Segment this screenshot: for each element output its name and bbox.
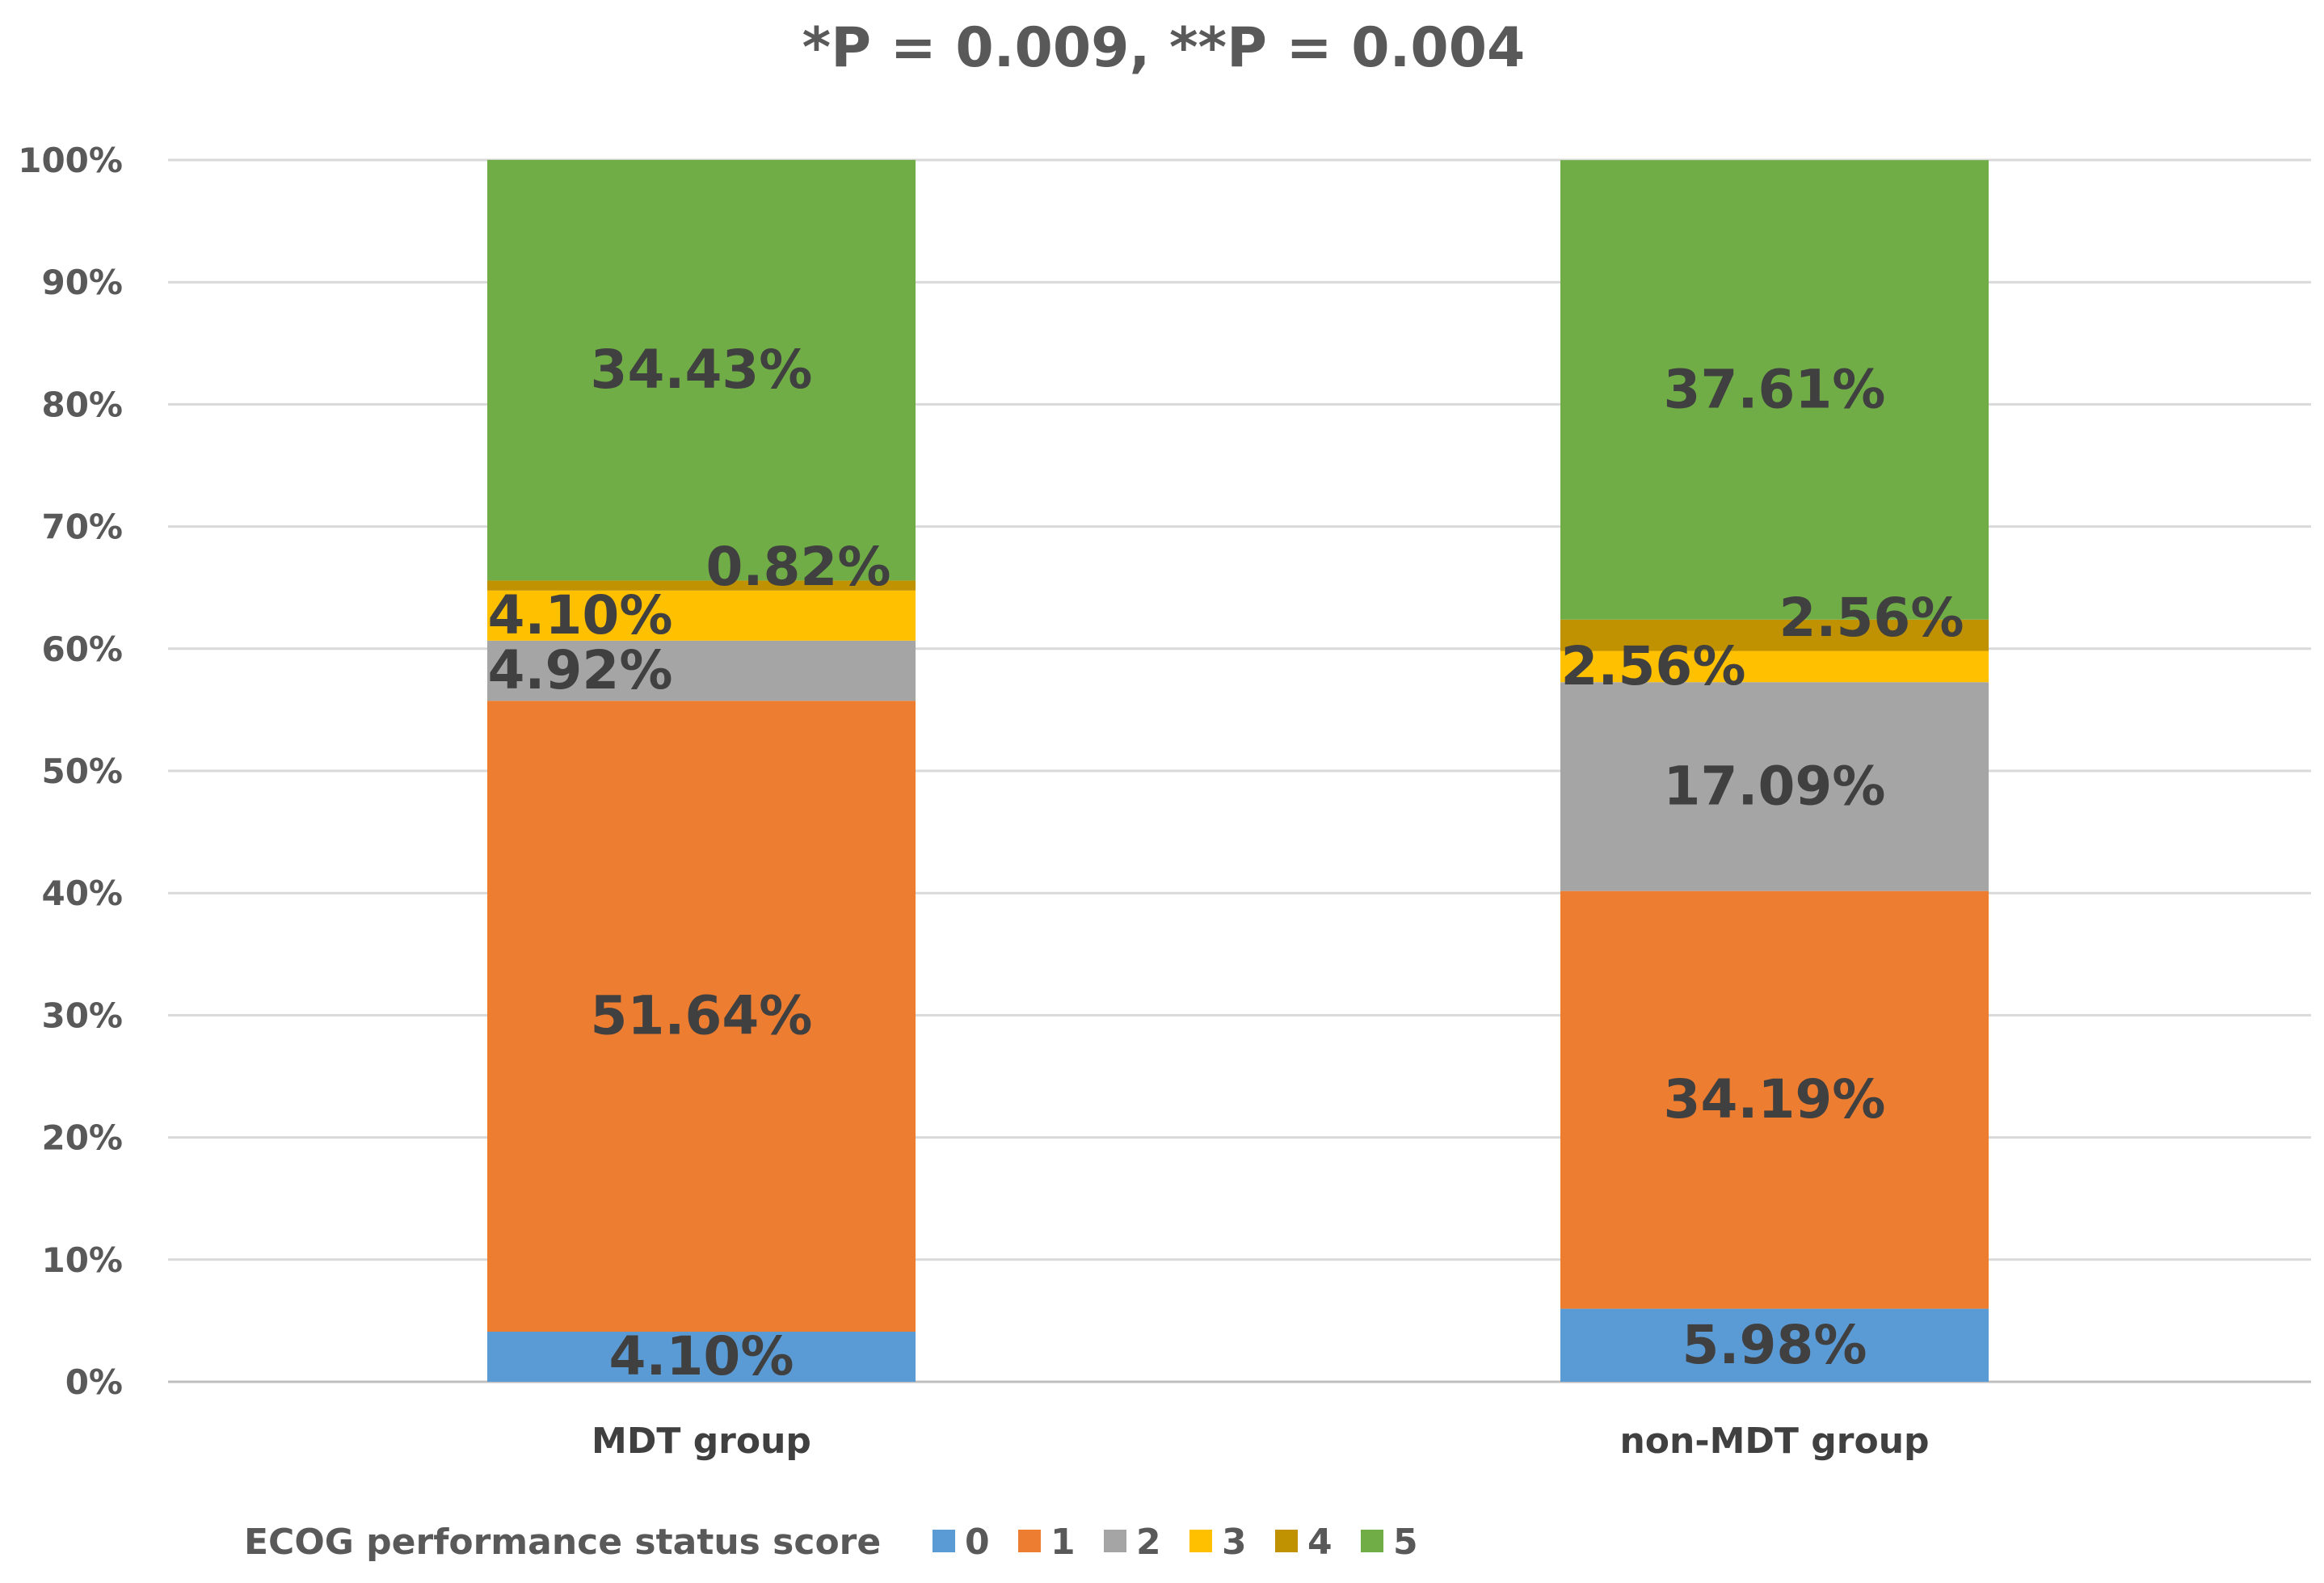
bar-segment — [1560, 650, 1989, 683]
bar-segment — [1560, 682, 1989, 891]
data-label: 4.92% — [488, 639, 673, 701]
legend-swatch — [1018, 1530, 1041, 1552]
y-tick-label: 100% — [18, 141, 123, 180]
bar-segment — [1560, 619, 1989, 651]
y-tick-label: 70% — [41, 507, 123, 547]
bar-segment — [487, 1332, 916, 1382]
bar-segment — [487, 590, 916, 641]
data-label: 0.82% — [706, 536, 891, 598]
legend-swatch — [1104, 1530, 1126, 1552]
bar-segment — [1560, 890, 1989, 1309]
data-label: 34.19% — [1664, 1068, 1886, 1130]
y-tick-label: 60% — [41, 629, 123, 669]
legend-entry: 1 — [1050, 1522, 1076, 1563]
bar-segment — [1560, 160, 1989, 620]
y-tick-label: 80% — [41, 385, 123, 424]
y-tick-label: 90% — [41, 263, 123, 302]
legend-swatch — [1275, 1530, 1298, 1552]
bars — [487, 159, 1989, 1382]
data-label: 51.64% — [591, 985, 813, 1047]
data-label: 2.56% — [1561, 635, 1746, 697]
data-label: 34.43% — [591, 339, 813, 401]
data-labels: 4.10%51.64%4.92%4.10%0.82%34.43%5.98%34.… — [488, 339, 1964, 1387]
chart-title: *P = 0.009, **P = 0.004 — [802, 16, 1526, 80]
bar-segment — [487, 159, 916, 581]
x-tick-label: MDT group — [592, 1421, 811, 1462]
data-label: 2.56% — [1779, 587, 1964, 649]
bar-segment — [1560, 1308, 1989, 1382]
legend-entry: 0 — [965, 1522, 990, 1563]
legend-entry: 2 — [1136, 1522, 1161, 1563]
legend-entry: 4 — [1307, 1522, 1333, 1563]
y-tick-label: 10% — [41, 1240, 123, 1280]
data-label: 17.09% — [1664, 755, 1886, 817]
y-tick-label: 50% — [41, 752, 123, 791]
bar-segment — [487, 640, 916, 701]
data-label: 5.98% — [1682, 1314, 1867, 1376]
y-axis: 0% 10% 20% 30% 40% 50% 60% 70% 80% 90% 100% — [18, 141, 123, 1402]
legend-swatch — [1361, 1530, 1383, 1552]
x-axis: MDT group non-MDT group — [592, 1421, 1929, 1462]
data-label: 37.61% — [1664, 358, 1886, 420]
legend-title: ECOG performance status score — [244, 1522, 881, 1563]
y-tick-label: 20% — [41, 1118, 123, 1158]
y-tick-label: 0% — [65, 1362, 123, 1402]
bar-segment — [487, 580, 916, 591]
y-tick-label: 40% — [41, 874, 123, 913]
legend-swatch — [1189, 1530, 1212, 1552]
legend-entry: 5 — [1393, 1522, 1418, 1563]
data-label: 4.10% — [488, 584, 673, 646]
y-tick-label: 30% — [41, 996, 123, 1035]
data-label: 4.10% — [609, 1325, 794, 1387]
x-tick-label: non-MDT group — [1619, 1421, 1929, 1462]
legend-entry: 3 — [1222, 1522, 1247, 1563]
legend-swatch — [933, 1530, 955, 1552]
bar-segment — [487, 701, 916, 1332]
legend: ECOG performance status score 0 1 2 3 4 5 — [244, 1522, 1418, 1563]
